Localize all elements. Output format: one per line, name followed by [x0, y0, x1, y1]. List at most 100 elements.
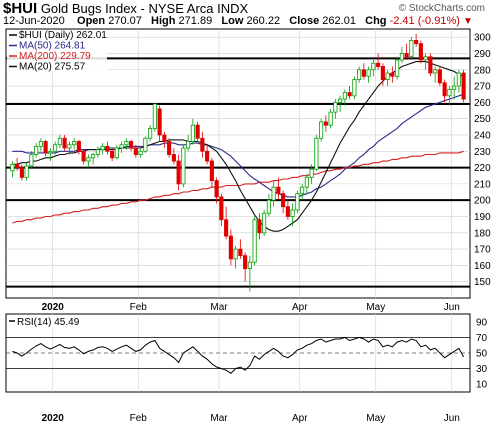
index-name: Gold Bugs Index - NYSE Arca INDX: [40, 1, 249, 16]
candle-up: [262, 212, 267, 234]
candle-up: [456, 72, 461, 87]
price-x-tick: Mar: [210, 302, 228, 313]
candle-down: [228, 235, 233, 260]
close-label: Close: [289, 15, 320, 27]
candle-up: [395, 59, 400, 77]
quote-line: 12-Jun-2020 Open 270.07 High 271.89 Low …: [3, 15, 473, 27]
candle-up: [357, 69, 362, 80]
candle-up: [10, 163, 15, 172]
candle-up: [338, 98, 343, 103]
candle-up: [247, 261, 252, 270]
rsi-legend-box: [7, 315, 85, 327]
candle-up: [143, 137, 148, 152]
price-y-tick: 250: [474, 114, 491, 125]
candle-down: [81, 150, 86, 162]
low-label: Low: [221, 15, 244, 27]
candle-up: [152, 103, 157, 129]
candle-up: [304, 176, 309, 188]
candle-down: [15, 163, 20, 168]
candle-up: [319, 121, 324, 139]
candle-down: [238, 248, 243, 257]
candle-down: [19, 167, 24, 178]
candle-down: [176, 160, 181, 185]
candle-up: [295, 193, 300, 211]
candle-down: [200, 137, 205, 152]
candle-up: [300, 186, 305, 195]
candle-down: [461, 72, 466, 100]
candle-down: [376, 62, 381, 67]
price-y-tick: 290: [474, 49, 491, 60]
candle-down: [347, 92, 352, 97]
candle-up: [67, 144, 72, 149]
candle-down: [390, 72, 395, 77]
open-label: Open: [77, 15, 106, 27]
candle-up: [29, 154, 34, 167]
price-y-tick: 240: [474, 130, 491, 141]
low-value: 260.22: [246, 15, 281, 27]
candle-up: [34, 145, 39, 155]
rsi-x-tick: Mar: [210, 413, 228, 424]
legend-box: [7, 30, 107, 72]
candle-up: [423, 56, 428, 61]
candle-up: [409, 40, 414, 58]
rsi-y-tick: 70: [476, 333, 488, 344]
credit: © StockCharts.com: [398, 3, 485, 14]
candle-up: [57, 137, 62, 146]
price-y-tick: 300: [474, 33, 491, 44]
rsi-x-tick: May: [366, 413, 385, 424]
candle-down: [205, 150, 210, 162]
candle-up: [385, 72, 390, 80]
price-y-tick: 190: [474, 212, 491, 223]
candle-down: [437, 69, 442, 84]
price-x-tick: 2020: [42, 302, 65, 313]
candle-up: [266, 199, 271, 214]
candle-up: [352, 79, 357, 97]
price-y-tick: 230: [474, 147, 491, 158]
price-y-tick: 280: [474, 65, 491, 76]
candle-up: [366, 69, 371, 77]
candle-up: [271, 186, 276, 201]
price-y-tick: 260: [474, 98, 491, 109]
price-y-tick: 220: [474, 163, 491, 174]
price-y-tick: 270: [474, 82, 491, 93]
price-x-tick: Apr: [292, 302, 308, 313]
candle-down: [219, 196, 224, 221]
legend-label: MA(50) 264.81: [19, 41, 86, 52]
legend-label: $HUI (Daily) 262.01: [19, 30, 107, 41]
candle-down: [285, 206, 290, 217]
price-y-tick: 180: [474, 228, 491, 239]
candle-down: [76, 141, 81, 152]
candle-down: [243, 255, 248, 270]
rsi-y-tick: 50: [476, 349, 488, 360]
candle-down: [62, 137, 67, 149]
candle-up: [252, 219, 257, 263]
candle-up: [138, 150, 143, 155]
price-y-tick: 210: [474, 179, 491, 190]
price-x-tick: May: [366, 302, 385, 313]
high-value: 271.89: [178, 15, 213, 27]
candle-down: [157, 108, 162, 136]
candle-down: [129, 141, 134, 149]
candle-down: [418, 43, 423, 61]
candle-down: [257, 219, 262, 234]
high-label: High: [151, 15, 176, 27]
rsi-line: [12, 336, 465, 374]
candle-down: [195, 124, 200, 139]
candle-down: [167, 141, 172, 155]
candle-down: [209, 160, 214, 182]
candle-up: [72, 141, 77, 146]
candle-up: [447, 88, 452, 97]
price-y-tick: 150: [474, 277, 491, 288]
price-y-tick: 200: [474, 196, 491, 207]
candle-up: [309, 168, 314, 178]
candle-down: [361, 69, 366, 77]
candle-up: [190, 124, 195, 142]
candle-up: [114, 147, 119, 159]
candle-down: [323, 121, 328, 126]
candle-up: [233, 248, 238, 260]
candle-up: [328, 111, 333, 126]
price-y-tick: 170: [474, 245, 491, 256]
symbol: $HUI: [3, 0, 38, 17]
candle-up: [371, 62, 376, 71]
candle-down: [428, 56, 433, 74]
